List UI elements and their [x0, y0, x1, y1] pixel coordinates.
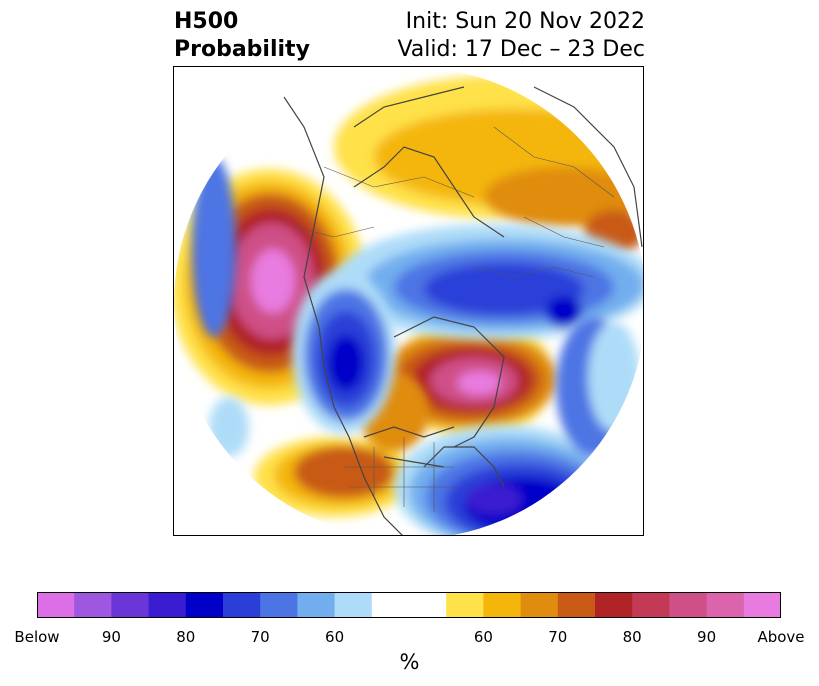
colorbar-segment: [111, 592, 150, 618]
colorbar-segment: [148, 592, 187, 618]
colorbar-tick-label: 80: [176, 628, 196, 646]
colorbar-segment: [223, 592, 261, 618]
polar-map: [174, 67, 643, 535]
colorbar-border: [37, 592, 781, 618]
colorbar-tick-label: 90: [101, 628, 121, 646]
colorbar-segment: [669, 592, 708, 618]
colorbar-segment: [185, 592, 224, 618]
title-variable: H500: [174, 9, 239, 34]
colorbar-segment: [371, 592, 447, 618]
colorbar-tick-label: 60: [325, 628, 345, 646]
colorbar-tick-label: Below: [14, 628, 60, 646]
colorbar: [37, 592, 781, 618]
anomaly-field: [174, 67, 643, 535]
colorbar-segment: [557, 592, 596, 618]
colorbar-tick-label: 80: [622, 628, 642, 646]
country-borders: [293, 126, 615, 512]
colorbar-tick-label: 60: [473, 628, 493, 646]
probability-map: [173, 66, 644, 536]
eurasia-trough: [334, 224, 643, 340]
colorbar-tick-label: 70: [250, 628, 270, 646]
colorbar-segment: [706, 592, 745, 618]
colorbar-segment: [595, 592, 633, 618]
west-us-ridge: [254, 372, 429, 517]
colorbar-segment: [297, 592, 336, 618]
colorbar-segment: [483, 592, 522, 618]
init-date: Init: Sun 20 Nov 2022: [405, 9, 645, 34]
valid-range: Valid: 17 Dec – 23 Dec: [397, 37, 645, 62]
colorbar-unit: %: [399, 650, 420, 674]
chart-title: H500 Probability: [174, 8, 310, 64]
title-type: Probability: [174, 37, 310, 62]
colorbar-segment: [632, 592, 670, 618]
colorbar-tick-label: Above: [757, 628, 805, 646]
colorbar-tick-label: 70: [548, 628, 568, 646]
colorbar-segment: [260, 592, 298, 618]
colorbar-tick-label: 90: [697, 628, 717, 646]
colorbar-segment: [74, 592, 112, 618]
colorbar-segment: [520, 592, 559, 618]
forecast-dates: Init: Sun 20 Nov 2022 Valid: 17 Dec – 23…: [397, 8, 645, 64]
colorbar-segment: [37, 592, 75, 618]
coastlines: [283, 86, 643, 535]
colorbar-segment: [334, 592, 373, 618]
colorbar-segment: [446, 592, 484, 618]
canada-trough: [192, 157, 396, 457]
colorbar-segment: [743, 592, 781, 618]
